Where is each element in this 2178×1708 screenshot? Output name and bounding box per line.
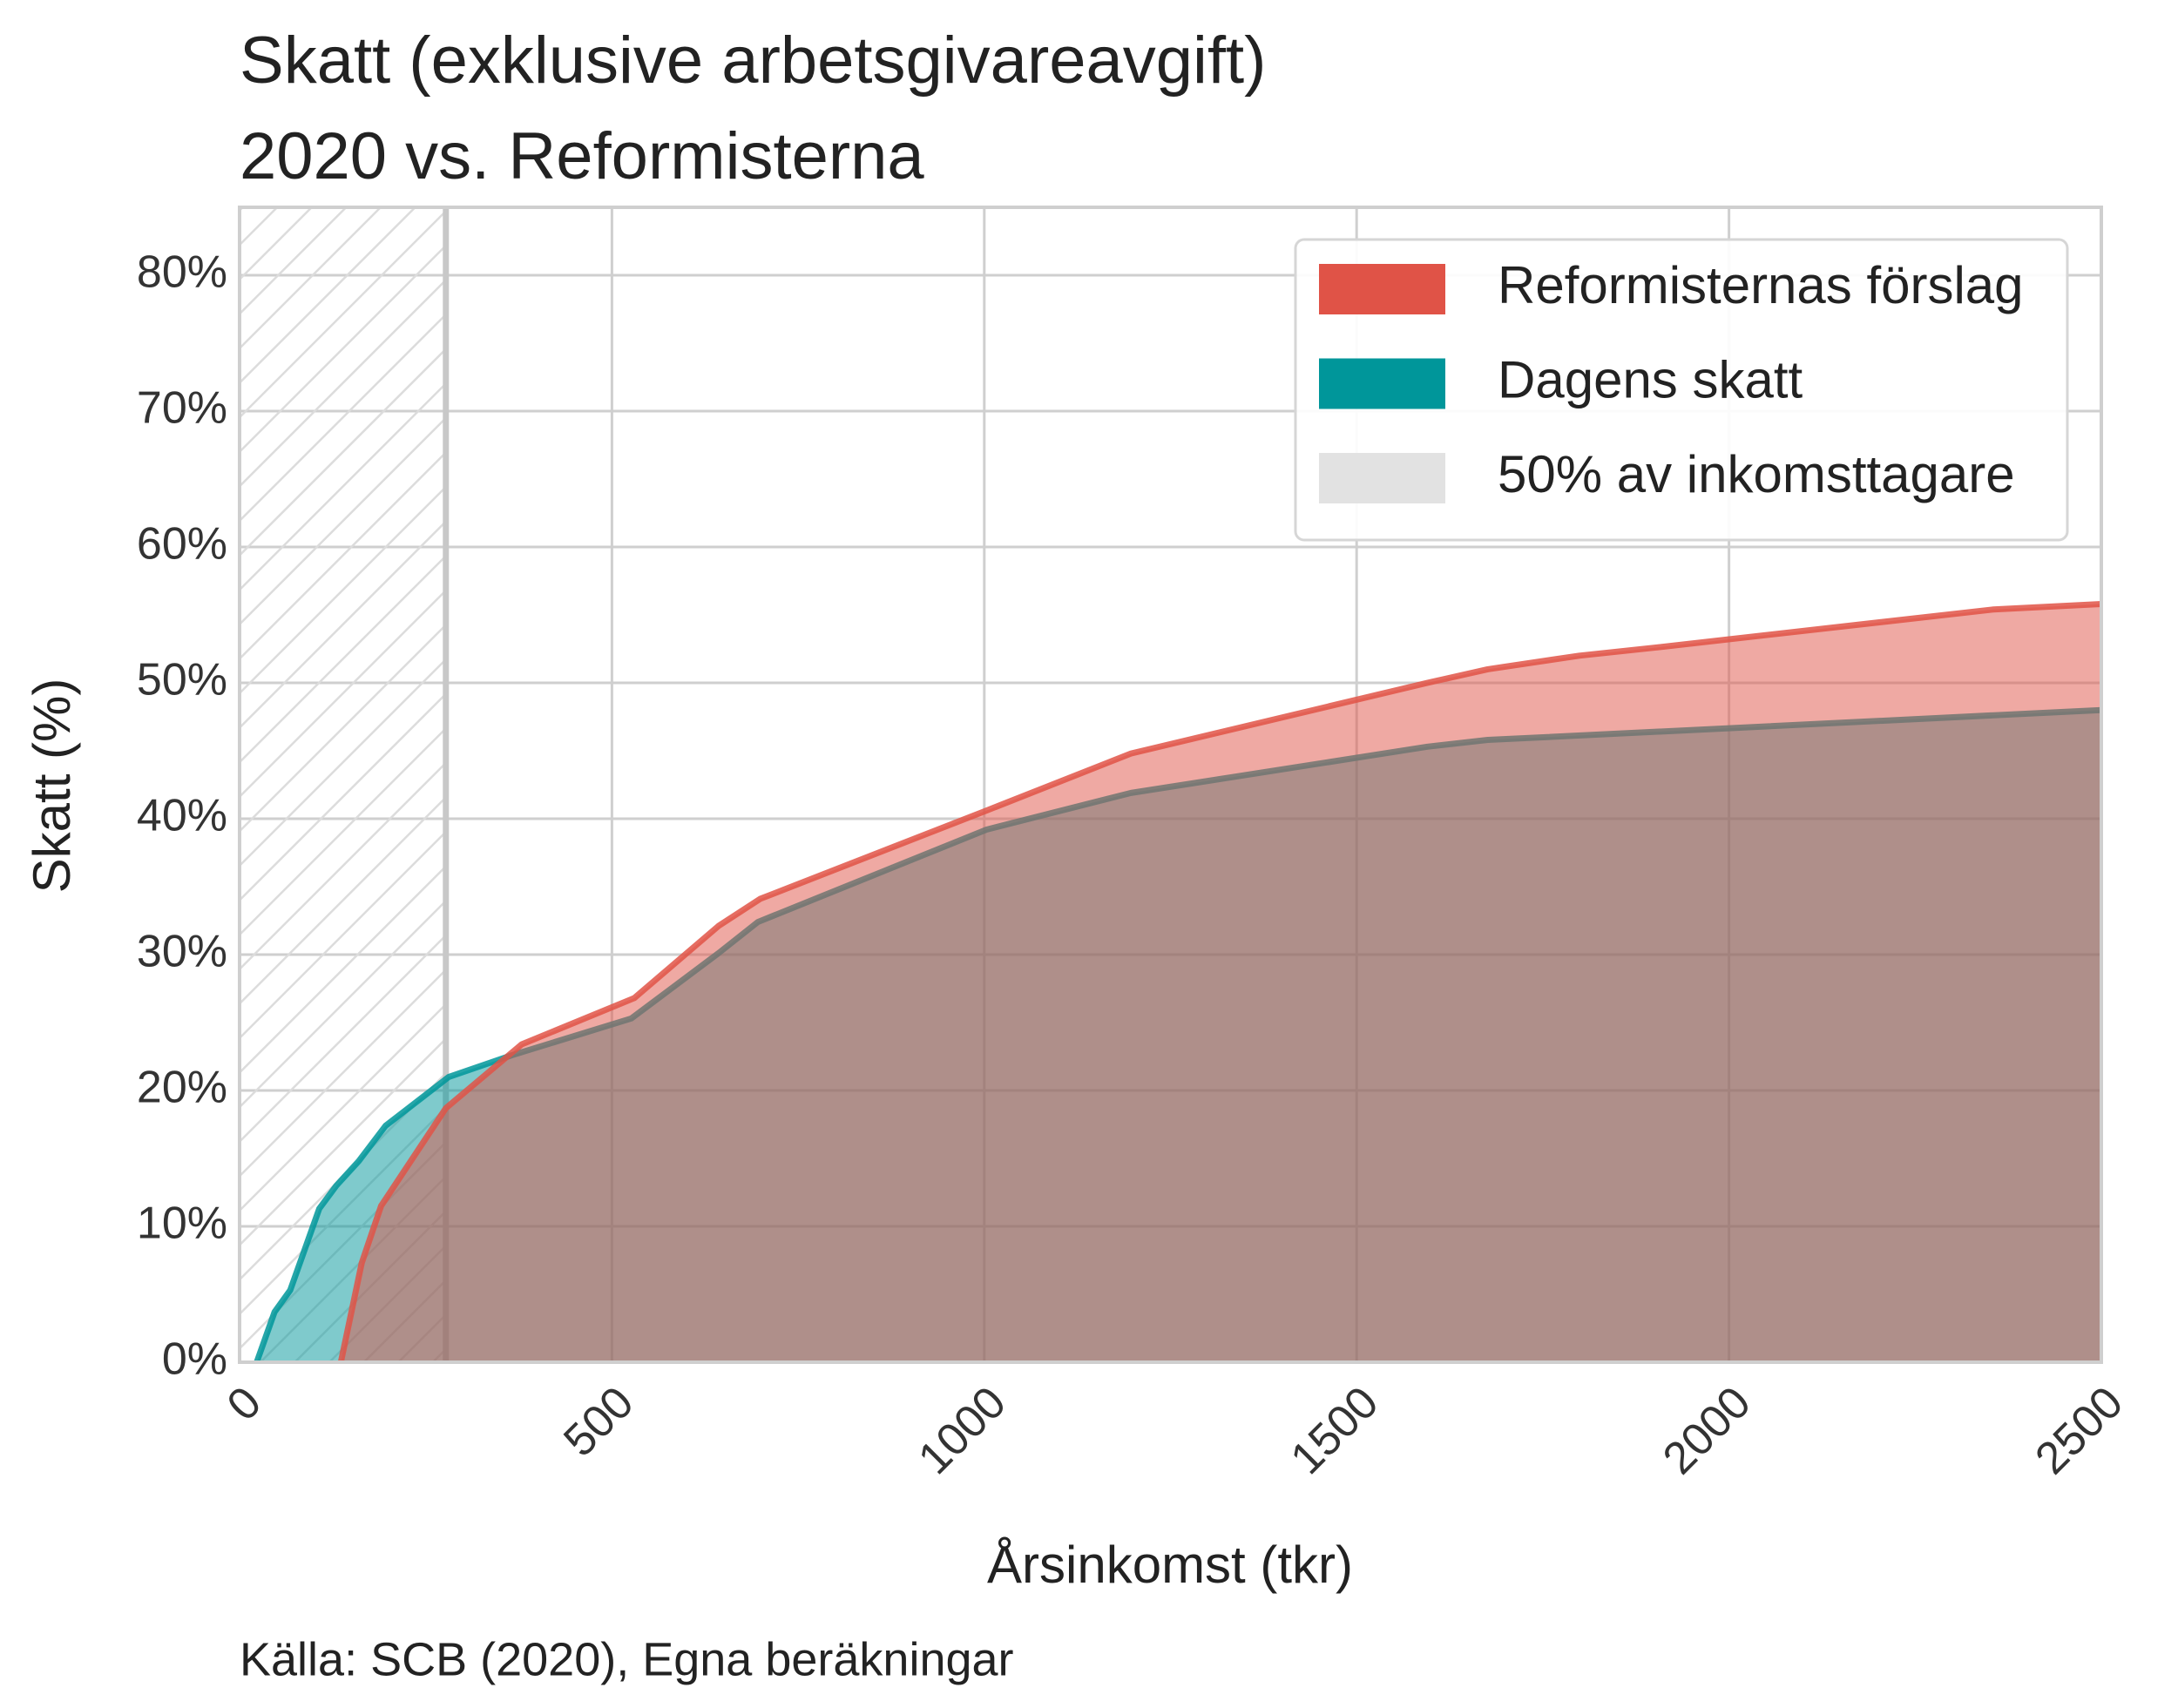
x-tick-label: 500	[554, 1377, 643, 1466]
area-line	[337, 601, 2101, 1362]
y-tick-label: 30%	[137, 927, 227, 977]
y-tick-label: 80%	[137, 247, 227, 298]
legend-swatch	[1319, 453, 1445, 503]
x-tick-label: 1500	[1282, 1377, 1389, 1484]
y-tick-label: 0%	[162, 1334, 227, 1385]
source: Källa: SCB (2020), Egna beräkningar	[240, 1633, 1014, 1685]
legend-label: Reformisternas förslag	[1498, 256, 2024, 314]
chart-title: 2020 vs. Reformisterna	[240, 119, 924, 193]
y-tick-label: 50%	[137, 655, 227, 705]
area-fill	[341, 604, 2101, 1362]
legend-swatch	[1319, 358, 1445, 409]
legend-label: 50% av inkomsttagare	[1498, 445, 2015, 503]
chart-title: Skatt (exklusive arbetsgivareavgift)	[240, 24, 1266, 98]
plot-area: 0% 10% 20% 30% 40% 50% 60% 70% 80% 0 500 1000 1500 20…	[137, 206, 2133, 1484]
y-tick-label: 40%	[137, 791, 227, 841]
x-tick-label: 0	[218, 1377, 271, 1430]
plot-frame	[238, 206, 2103, 1364]
y-tick-label: 20%	[137, 1063, 227, 1113]
y-tick-label: 10%	[137, 1198, 227, 1249]
legend-label: Dagens skatt	[1498, 350, 1803, 408]
legend: Reformisternas förslag Dagens skatt 50% av…	[1294, 238, 2069, 542]
x-tick-label: 2500	[2026, 1377, 2133, 1484]
legend-box	[1294, 238, 2069, 542]
y-axis-label: Skatt (%)	[23, 678, 81, 894]
y-tick-label: 60%	[137, 519, 227, 570]
x-tick-label: 1000	[909, 1377, 1016, 1484]
x-tick-label: 2000	[1654, 1377, 1761, 1484]
y-tick-label: 70%	[137, 383, 227, 434]
x-axis-label: Årsinkomst (tkr)	[987, 1536, 1353, 1594]
legend-swatch	[1319, 264, 1445, 314]
